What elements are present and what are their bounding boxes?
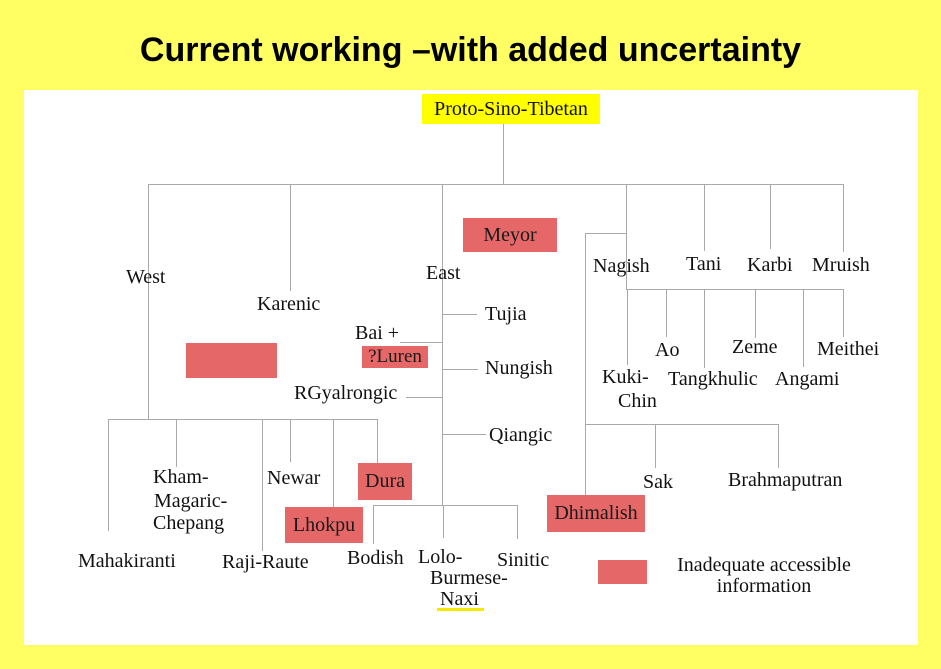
node-lhokpu-label: Lhokpu (292, 513, 356, 536)
karenic-branch-line (290, 184, 291, 291)
node-bai: Bai + (355, 322, 400, 344)
rgyalrongic-stub-line (406, 397, 442, 398)
tujia-stub-line (442, 314, 477, 315)
node-meithei: Meithei (817, 338, 880, 360)
karbi-branch-line (770, 184, 771, 249)
node-nungish: Nungish (485, 357, 553, 379)
angami-tick (803, 289, 804, 367)
sak-group-line (585, 424, 778, 425)
east-branch-line (442, 184, 443, 505)
node-sinitic: Sinitic (497, 549, 550, 571)
node-zeme: Zeme (732, 336, 778, 358)
diagram-panel (24, 90, 918, 645)
mahakiranti-tick (108, 419, 109, 531)
qiangic-stub-line (442, 434, 486, 435)
east-lower-group-line (373, 505, 517, 506)
node-meyor-label: Meyor (483, 223, 537, 246)
mruish-branch-line (843, 184, 844, 252)
lolo-tick (443, 505, 444, 538)
unlabeled-uncertain-box (186, 343, 277, 378)
node-lolo-line1: Lolo- (418, 546, 463, 568)
ao-tick (666, 289, 667, 337)
node-mruish: Mruish (812, 254, 870, 276)
node-angami: Angami (775, 368, 840, 390)
nagish-dhimalish-line (585, 233, 586, 495)
node-karenic: Karenic (257, 293, 321, 315)
node-raji-raute: Raji-Raute (222, 551, 309, 573)
node-dura-label: Dura (365, 470, 405, 492)
node-lolo-line2: Burmese- (430, 567, 508, 589)
node-brahmaputran: Brahmaputran (728, 469, 843, 491)
newar-tick (290, 419, 291, 462)
bai-stub-line (400, 342, 442, 343)
legend-text: Inadequate accessible information (658, 555, 870, 597)
node-kuki-line2: Chin (618, 390, 657, 412)
node-kham-line1: Kham- (153, 466, 209, 488)
lhokpu-tick (333, 419, 334, 507)
node-ao: Ao (655, 339, 680, 361)
node-luren-label: ?Luren (368, 346, 422, 367)
slide-title: Current working –with added uncertainty (139, 31, 802, 69)
kuki-chin-tick (627, 289, 628, 365)
node-luren-box: ?Luren (362, 346, 428, 368)
node-qiangic: Qiangic (489, 424, 553, 446)
node-lolo-line3: Naxi (440, 588, 479, 610)
root-stem-line (503, 124, 504, 184)
node-mahakiranti: Mahakiranti (78, 550, 176, 572)
legend-line1: Inadequate accessible (677, 554, 851, 576)
zeme-tick (755, 289, 756, 338)
node-tani: Tani (686, 253, 722, 275)
node-rgyalrongic: RGyalrongic (294, 382, 398, 404)
sinitic-tick (517, 505, 518, 539)
node-newar: Newar (267, 467, 321, 489)
west-group-line (108, 419, 377, 420)
node-proto-sino-tibetan-label: Proto-Sino-Tibetan (434, 97, 588, 120)
dura-tick (377, 419, 378, 463)
bodish-tick (373, 505, 374, 544)
node-tujia: Tujia (485, 303, 527, 325)
legend-swatch (598, 560, 647, 584)
node-east: East (426, 262, 461, 284)
kham-tick (176, 419, 177, 467)
node-west: West (126, 266, 166, 288)
west-branch-line (148, 184, 149, 419)
node-kham-line2: Magaric- (154, 490, 228, 512)
meithei-tick (843, 289, 844, 337)
node-lhokpu-box: Lhokpu (285, 507, 363, 543)
node-dura-box: Dura (358, 463, 412, 500)
node-sak: Sak (643, 471, 673, 493)
sak-tick (655, 424, 656, 468)
node-proto-sino-tibetan: Proto-Sino-Tibetan (422, 94, 600, 124)
raji-raute-tick (262, 419, 263, 551)
node-meyor-box: Meyor (463, 218, 557, 252)
top-branch-line (148, 184, 844, 185)
node-dhimalish-box: Dhimalish (547, 495, 645, 532)
kuki-group-line (626, 289, 843, 290)
nungish-stub-line (442, 369, 478, 370)
legend-line2: information (716, 575, 812, 597)
node-kuki-line1: Kuki- (602, 366, 649, 388)
node-nagish: Nagish (593, 255, 650, 277)
node-dhimalish-label: Dhimalish (554, 502, 638, 524)
node-tangkhulic: Tangkhulic (668, 368, 758, 390)
naxi-underline (437, 608, 484, 611)
node-kham-line3: Chepang (153, 512, 225, 534)
tangkhulic-tick (704, 289, 705, 368)
nagish-stub-line (585, 233, 626, 234)
node-bodish: Bodish (347, 547, 404, 569)
tani-branch-line (704, 184, 705, 251)
brahmaputran-tick (778, 424, 779, 468)
node-karbi: Karbi (747, 254, 793, 276)
nagish-group-branch-line (626, 184, 627, 290)
